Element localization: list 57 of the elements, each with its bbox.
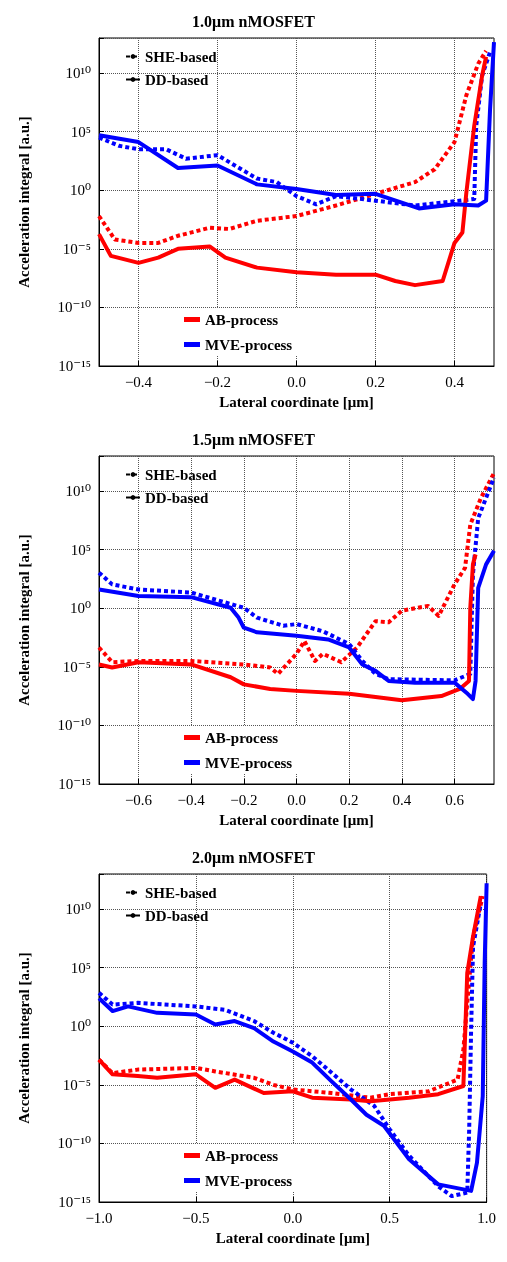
- y-axis-title: Acceleration integral [a.u.]: [15, 534, 32, 706]
- y-tick-label: 10¹⁰: [65, 483, 91, 500]
- annotation: DD-based: [145, 489, 209, 506]
- y-tick-label: 10⁻⁵: [62, 1076, 91, 1093]
- y-tick-label: 10⁻¹⁵: [58, 776, 91, 792]
- y-tick-label: 10⁵: [70, 541, 91, 558]
- y-tick-label: 10⁵: [70, 959, 91, 976]
- annotation: SHE-based: [145, 48, 218, 65]
- x-tick-label: −0.6: [124, 791, 153, 808]
- annotation: SHE-based: [145, 884, 218, 901]
- x-tick-label: 0.0: [283, 1209, 303, 1226]
- x-tick-label: 0.4: [392, 791, 412, 808]
- x-tick-label: −0.2: [203, 373, 232, 390]
- x-tick-label: 0.0: [287, 373, 306, 390]
- x-tick-label: −0.2: [230, 791, 258, 808]
- y-axis-title: Acceleration integral [a.u.]: [15, 952, 32, 1124]
- x-tick-label: 0.5: [380, 1209, 400, 1226]
- legend-label: MVE-process: [205, 1172, 293, 1189]
- y-tick-label: 10⁰: [69, 1018, 91, 1035]
- x-axis-title: Lateral coordinate [μm]: [219, 393, 374, 410]
- x-axis-title: Lateral coordinate [μm]: [219, 811, 374, 828]
- annotation: DD-based: [145, 907, 209, 924]
- x-axis-title: Lateral coordinate [μm]: [215, 1229, 370, 1246]
- x-tick-label: 0.2: [366, 373, 385, 390]
- legend-label: AB-process: [205, 311, 279, 328]
- y-tick-label: 10⁻¹⁰: [57, 299, 91, 316]
- line-series: [97, 54, 489, 288]
- chart-title: 1.0μm nMOSFET: [192, 12, 316, 31]
- legend-label: MVE-process: [205, 754, 293, 771]
- legend-label: AB-process: [205, 729, 279, 746]
- legend-label: MVE-process: [205, 336, 293, 353]
- y-tick-label: 10¹⁰: [65, 65, 91, 82]
- x-tick-label: 0.6: [445, 791, 465, 808]
- legend-label: AB-process: [205, 1147, 279, 1164]
- x-tick-label: 0.4: [445, 373, 465, 390]
- x-tick-label: −0.4: [124, 373, 153, 390]
- y-tick-label: 10⁻¹⁵: [58, 358, 91, 374]
- y-tick-label: 10⁻¹⁰: [57, 717, 91, 734]
- annotation: SHE-based: [145, 466, 218, 483]
- annotation: DD-based: [145, 71, 209, 88]
- x-tick-label: 0.0: [287, 791, 306, 808]
- chart-title: 2.0μm nMOSFET: [192, 848, 316, 867]
- x-tick-label: −1.0: [85, 1209, 113, 1226]
- x-tick-label: −0.4: [177, 791, 206, 808]
- x-tick-label: 0.2: [339, 791, 359, 808]
- y-tick-label: 10¹⁰: [65, 901, 91, 918]
- y-tick-label: 10⁻⁵: [62, 240, 91, 257]
- chart-title: 1.5μm nMOSFET: [192, 430, 316, 449]
- y-tick-label: 10⁰: [69, 182, 91, 199]
- y-tick-label: 10⁻⁵: [62, 658, 91, 675]
- x-tick-label: 1.0: [477, 1209, 496, 1226]
- y-tick-label: 10⁻¹⁰: [57, 1135, 91, 1152]
- x-tick-label: −0.5: [182, 1209, 210, 1226]
- y-axis-title: Acceleration integral [a.u.]: [15, 116, 32, 288]
- y-tick-label: 10⁵: [70, 123, 91, 140]
- y-tick-label: 10⁰: [69, 600, 91, 617]
- y-tick-label: 10⁻¹⁵: [58, 1194, 91, 1210]
